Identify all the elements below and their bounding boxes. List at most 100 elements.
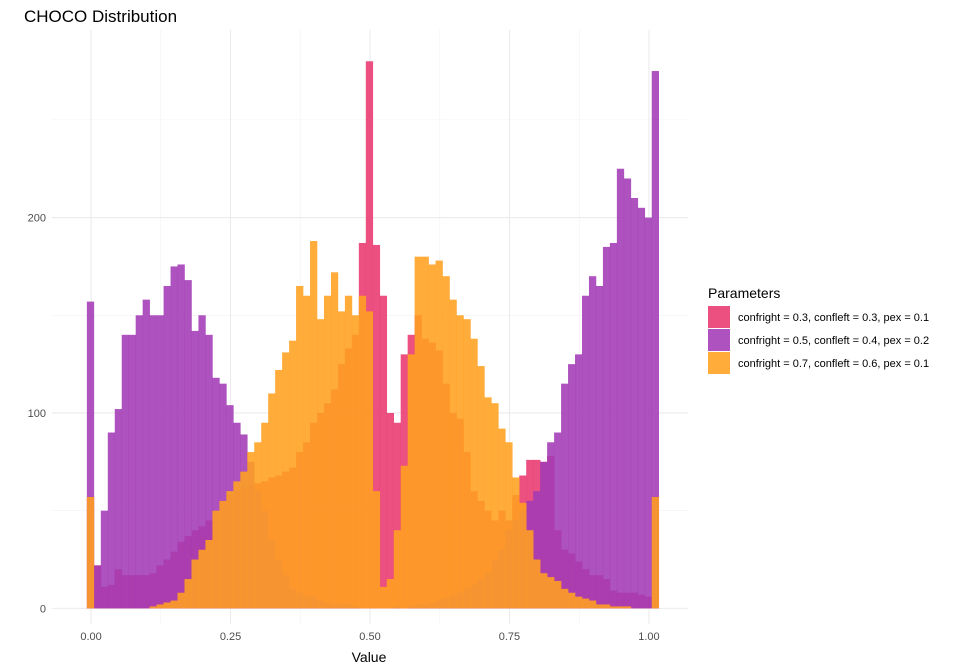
histogram-bar (351, 315, 360, 609)
histogram-bar (149, 606, 157, 609)
histogram-bar (421, 256, 429, 609)
histogram-bar (296, 285, 304, 609)
histogram-bar (121, 334, 130, 609)
histogram-bar (582, 598, 590, 609)
legend-label: confright = 0.7, confleft = 0.6, pex = 0… (738, 358, 929, 370)
histogram-bar (114, 409, 123, 609)
histogram-bar (588, 276, 597, 609)
histogram-bar (547, 442, 555, 609)
histogram-bar (107, 432, 116, 609)
y-axis-ticks: 0 100 200 (28, 213, 46, 616)
histogram-bar (135, 315, 143, 609)
histogram-bar (505, 442, 513, 609)
x-tick-label: 0.00 (80, 631, 101, 643)
histogram-bar (414, 256, 422, 609)
histogram-bar (317, 319, 325, 609)
histogram-bar (191, 330, 199, 609)
histogram-bar (595, 604, 604, 609)
histogram-bar (651, 496, 660, 609)
series-3-bars (86, 241, 660, 609)
histogram-bar (609, 242, 618, 609)
histogram-bar (456, 315, 464, 609)
histogram-bar (400, 465, 408, 609)
legend-label: confright = 0.5, confleft = 0.4, pex = 0… (738, 335, 929, 347)
histogram-bar (595, 285, 604, 609)
histogram-bar (184, 579, 192, 609)
histogram-bar (177, 592, 185, 609)
histogram-bar (561, 383, 569, 609)
histogram-bar (484, 397, 492, 609)
histogram-bar (86, 496, 95, 609)
histogram-bar (372, 244, 381, 609)
y-tick-label: 200 (28, 213, 46, 225)
histogram-bar (540, 461, 548, 609)
histogram-bar (575, 596, 583, 609)
histogram-bar (435, 260, 443, 609)
histogram-bar (477, 366, 485, 609)
legend-key-swatch (708, 306, 730, 328)
histogram-bar (644, 217, 653, 609)
histogram-bar (463, 319, 471, 609)
histogram-bar (247, 452, 255, 609)
histogram-bar (533, 559, 541, 609)
histogram-bar (616, 606, 625, 609)
histogram-bar (616, 168, 625, 609)
histogram-bar (219, 383, 227, 609)
histogram-bar (609, 606, 618, 609)
legend-key-swatch (708, 352, 730, 374)
histogram-bar (198, 315, 206, 609)
histogram-bar (428, 264, 436, 609)
chart-title: CHOCO Distribution (24, 7, 177, 26)
histogram-bar (170, 266, 178, 609)
x-axis-label: Value (352, 649, 387, 665)
histogram-bar (261, 422, 269, 609)
histogram-bar (365, 311, 374, 609)
histogram-bar (337, 311, 346, 609)
histogram-bar (372, 491, 381, 609)
legend: Parameters confright = 0.3, confleft = 0… (708, 285, 929, 374)
histogram-bar (268, 393, 276, 609)
histogram-bar (212, 510, 220, 609)
histogram-bar (358, 295, 367, 609)
histogram-bar (275, 369, 283, 609)
histogram-bar (568, 364, 576, 609)
histogram-bar (205, 334, 213, 609)
histogram-bar (212, 377, 220, 609)
y-tick-label: 100 (28, 408, 46, 420)
histogram-bar (554, 432, 562, 609)
histogram-bar (163, 285, 171, 609)
histogram-bar (93, 565, 102, 609)
histogram-bar (330, 272, 339, 609)
histogram-bar (498, 428, 506, 609)
histogram-bar (491, 403, 499, 609)
histogram-bar (386, 579, 395, 609)
histogram-bar (344, 295, 353, 609)
histogram-bar (602, 604, 611, 609)
histogram-bar (149, 315, 157, 609)
histogram-bar (205, 539, 213, 609)
histogram-bar (219, 500, 227, 609)
histogram-bar (379, 586, 388, 609)
histogram-bar (177, 264, 185, 609)
histogram-bar (651, 71, 660, 609)
histogram-bar (156, 604, 164, 609)
histogram-bar (540, 573, 548, 609)
histogram-bar (233, 481, 241, 609)
histogram-bar (198, 549, 206, 609)
histogram-bar (142, 299, 150, 609)
histogram-bar (582, 295, 590, 609)
histogram-bars (86, 61, 660, 609)
x-tick-label: 0.25 (220, 631, 241, 643)
histogram-bar (588, 600, 597, 609)
legend-label: confright = 0.3, confleft = 0.3, pex = 0… (738, 312, 929, 324)
histogram-bar (184, 280, 192, 609)
histogram-bar (449, 299, 457, 609)
histogram-bar (407, 354, 415, 609)
histogram-bar (310, 241, 318, 609)
histogram-bar (86, 301, 95, 609)
histogram-bar (561, 588, 569, 609)
histogram-bar (442, 276, 450, 609)
histogram-bar (163, 602, 171, 609)
histogram-bar (630, 198, 639, 609)
